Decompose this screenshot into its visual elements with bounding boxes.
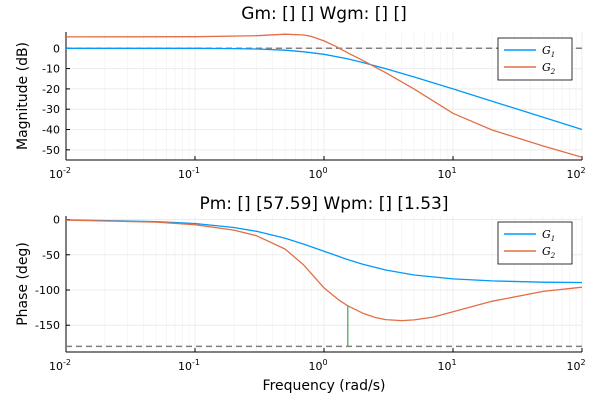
- y-tick-label: 0: [53, 214, 60, 227]
- x-tick-label: 102: [566, 166, 585, 181]
- x-tick-label: 101: [437, 166, 456, 181]
- legend-box: [497, 37, 573, 81]
- x-tick-label: 10-1: [178, 358, 200, 373]
- magnitude-ylabel: Magnitude (dB): [15, 42, 31, 150]
- phase-xlabel: Frequency (rad/s): [263, 378, 386, 394]
- phase-panel: 10-2 10-1 100 101 102 0 -50 -100 -150 Pm: [] [57.…: [15, 194, 586, 394]
- y-tick-label: -50: [42, 144, 60, 157]
- y-tick-label: -20: [42, 83, 60, 96]
- y-tick-label: -100: [35, 284, 60, 297]
- y-tick-label: 0: [53, 42, 60, 55]
- legend-box: [497, 221, 573, 265]
- x-tick-label: 100: [308, 358, 327, 373]
- y-tick-label: -30: [42, 103, 60, 116]
- x-tick-label: 10-1: [178, 166, 200, 181]
- series-line-g1: [65, 219, 583, 284]
- y-tick-label: -150: [35, 319, 60, 332]
- magnitude-panel: 10-2 10-1 100 101 102 0 -10 -20 -30 -40 -50 Gm: [] …: [15, 4, 586, 181]
- series-line-g2: [65, 219, 583, 322]
- legend-label: G2: [542, 245, 556, 260]
- legend-label: G1: [542, 44, 555, 59]
- legend-label: G1: [542, 228, 555, 243]
- legend-label: G2: [542, 61, 556, 76]
- x-tick-label: 102: [566, 358, 585, 373]
- magnitude-title: Gm: [] [] Wgm: [] []: [241, 4, 406, 24]
- y-tick-label: -10: [42, 63, 60, 76]
- series-line-g1: [66, 47, 583, 131]
- x-tick-label: 10-2: [49, 358, 71, 373]
- x-tick-label: 10-2: [49, 166, 71, 181]
- phase-ylabel: Phase (deg): [15, 242, 31, 326]
- x-tick-label: 100: [308, 166, 327, 181]
- phase-title: Pm: [] [57.59] Wpm: [] [1.53]: [199, 194, 448, 214]
- y-tick-label: -50: [42, 249, 60, 262]
- y-tick-label: -40: [42, 124, 60, 137]
- x-tick-label: 101: [437, 358, 456, 373]
- series-line-g2: [65, 33, 583, 158]
